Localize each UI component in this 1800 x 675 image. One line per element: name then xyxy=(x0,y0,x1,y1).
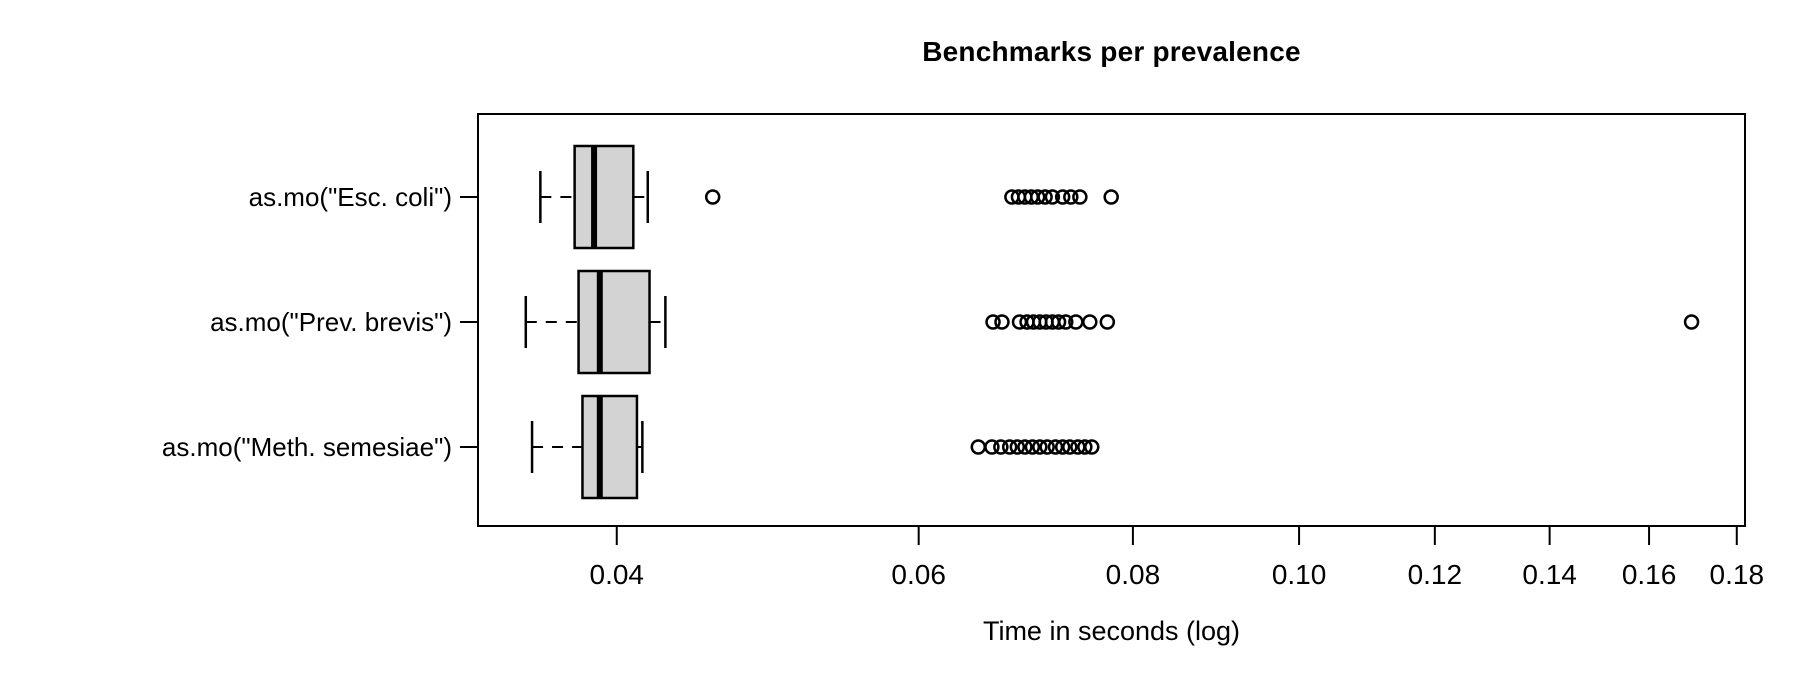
outlier-point xyxy=(1062,439,1078,455)
plot-frame xyxy=(477,113,1746,527)
outlier-point xyxy=(984,439,1000,455)
outlier-point xyxy=(1103,189,1119,205)
outlier-point xyxy=(1044,189,1061,205)
outlier-point xyxy=(1017,439,1033,455)
outlier-point xyxy=(1001,439,1018,455)
outlier-point xyxy=(1082,314,1098,330)
outlier-point xyxy=(1039,439,1055,455)
outlier-point xyxy=(1077,439,1093,455)
outlier-point xyxy=(1072,189,1088,205)
x-axis-tick-label: 0.10 xyxy=(1272,559,1327,590)
x-axis-tick-label: 0.12 xyxy=(1408,559,1463,590)
outlier-point xyxy=(985,314,1001,330)
category-label: as.mo("Esc. coli") xyxy=(249,182,452,212)
x-axis-tick-label: 0.06 xyxy=(891,559,946,590)
outlier-point xyxy=(1084,439,1100,455)
x-axis-tick-label: 0.16 xyxy=(1622,559,1677,590)
category-label: as.mo("Meth. semesiae") xyxy=(162,432,452,462)
outlier-point xyxy=(1683,314,1700,330)
outlier-point xyxy=(1063,189,1079,205)
iqr-box xyxy=(577,269,651,375)
outlier-point xyxy=(1054,439,1071,455)
outlier-point xyxy=(1024,439,1041,455)
outlier-point xyxy=(994,314,1010,330)
outlier-point xyxy=(1054,189,1071,205)
iqr-box xyxy=(573,144,635,250)
outlier-point xyxy=(1047,439,1064,455)
x-axis-tick-label: 0.08 xyxy=(1106,559,1161,590)
outlier-point xyxy=(1009,439,1026,455)
outlier-point xyxy=(993,439,1009,455)
outlier-point xyxy=(1029,189,1046,205)
x-axis-tick-label: 0.14 xyxy=(1522,559,1577,590)
iqr-box xyxy=(581,394,639,500)
outlier-point xyxy=(1057,314,1074,330)
x-axis-label: Time in seconds (log) xyxy=(982,616,1241,646)
outlier-point xyxy=(704,189,721,205)
outlier-point xyxy=(1099,314,1116,330)
outlier-point xyxy=(1032,439,1048,455)
outlier-point xyxy=(1037,189,1053,205)
x-axis-tick-label: 0.04 xyxy=(590,559,645,590)
outlier-point xyxy=(1050,314,1067,330)
x-axis-tick-label: 0.18 xyxy=(1710,559,1765,590)
outlier-point xyxy=(970,439,987,455)
category-label: as.mo("Prev. brevis") xyxy=(210,307,452,337)
chart-title: Benchmarks per prevalence xyxy=(922,36,1301,67)
